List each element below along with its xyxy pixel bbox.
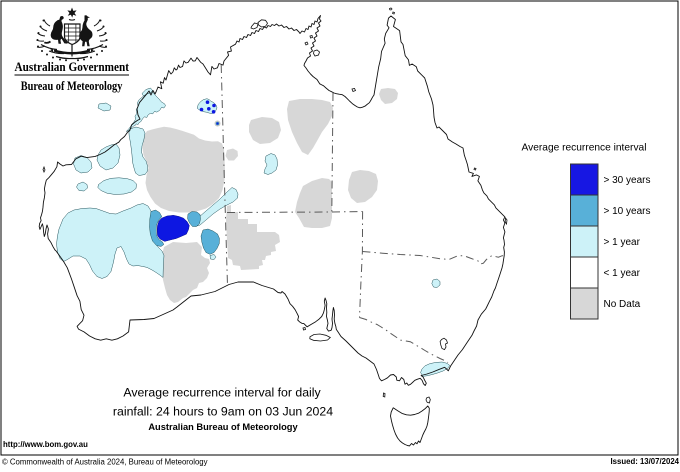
svg-text:> 1 year: > 1 year bbox=[604, 237, 641, 248]
svg-text:Average recurrence interval fo: Average recurrence interval for daily bbox=[123, 386, 321, 400]
svg-text:No Data: No Data bbox=[604, 299, 641, 310]
svg-text:Average recurrence interval: Average recurrence interval bbox=[522, 143, 647, 154]
svg-text:Bureau of Meteorology: Bureau of Meteorology bbox=[21, 79, 123, 93]
svg-text:Issued: 13/07/2024: Issued: 13/07/2024 bbox=[611, 457, 680, 466]
svg-text:rainfall: 24 hours to 9am on 0: rainfall: 24 hours to 9am on 03 Jun 2024 bbox=[113, 405, 333, 419]
svg-text:© Commonwealth of Australia 20: © Commonwealth of Australia 2024, Bureau… bbox=[2, 458, 208, 467]
svg-text:Australian Bureau of Meteorolo: Australian Bureau of Meteorology bbox=[148, 422, 298, 432]
svg-text:> 30 years: > 30 years bbox=[604, 175, 651, 186]
svg-text:Australian Government: Australian Government bbox=[15, 60, 130, 74]
svg-text:< 1 year: < 1 year bbox=[604, 268, 641, 279]
svg-text:http://www.bom.gov.au: http://www.bom.gov.au bbox=[3, 440, 88, 449]
svg-text:> 10 years: > 10 years bbox=[604, 206, 651, 217]
